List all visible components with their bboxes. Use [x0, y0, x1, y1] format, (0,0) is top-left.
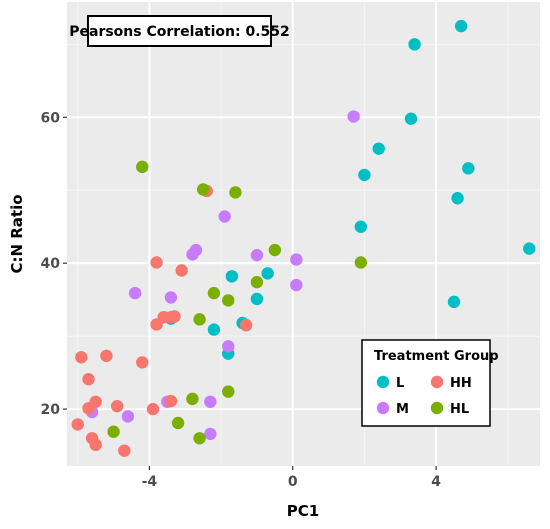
data-point-hl: [196, 183, 210, 196]
data-point-l: [372, 142, 385, 155]
data-point-m: [189, 243, 203, 257]
y-axis-title: C:N Ratio: [8, 194, 26, 273]
legend-key-l: [376, 375, 390, 389]
data-point-m: [290, 253, 303, 266]
data-point-hh: [164, 394, 178, 408]
data-point-hl: [222, 294, 235, 307]
data-point-hh: [150, 256, 163, 269]
data-point-hh: [71, 418, 84, 431]
data-point-hh: [146, 402, 160, 416]
data-point-hl: [229, 186, 242, 199]
x-tick-label: 0: [288, 474, 298, 490]
data-point-m: [250, 248, 264, 262]
data-point-hl: [354, 256, 368, 269]
legend-key-hl: [430, 401, 444, 415]
legend-label-l: L: [396, 376, 404, 391]
annotation-box: [87, 15, 272, 47]
data-point-hl: [107, 425, 120, 438]
data-point-hh: [136, 356, 149, 369]
data-point-hl: [193, 432, 206, 445]
x-tick-label: -4: [142, 474, 158, 490]
data-point-hl: [171, 416, 185, 430]
correlation-annotation: Pearsons Correlation: 0.552: [69, 15, 290, 47]
axis-ticks: -4 0 4 20 40 60: [41, 110, 442, 490]
data-point-hh: [110, 399, 124, 413]
data-point-hh: [89, 438, 102, 452]
data-point-l: [354, 220, 368, 233]
data-point-hl: [193, 313, 206, 326]
data-point-hh: [100, 349, 113, 363]
data-point-l: [207, 323, 221, 336]
data-point-hh: [75, 351, 88, 364]
data-point-l: [462, 162, 475, 175]
legend-label-hh: HH: [450, 376, 472, 391]
data-point-l: [447, 295, 461, 309]
legend-key-m: [376, 401, 390, 415]
data-point-m: [290, 278, 303, 292]
data-point-l: [261, 267, 274, 280]
data-point-l: [250, 292, 264, 306]
data-point-hh: [118, 444, 131, 457]
legend-title: Treatment Group: [374, 349, 499, 364]
data-point-l: [454, 19, 468, 33]
data-point-l: [451, 192, 464, 205]
legend-key-hh: [430, 375, 444, 389]
data-point-m: [164, 291, 178, 304]
data-point-l: [523, 242, 536, 255]
y-tick-label: 20: [41, 402, 61, 418]
data-point-hl: [250, 275, 264, 289]
data-point-hh: [239, 318, 253, 332]
legend: Treatment Group LM HH HL: [361, 339, 499, 427]
legend-label-m: M: [396, 402, 409, 417]
y-tick-label: 40: [41, 256, 61, 272]
data-point-m: [204, 427, 217, 441]
data-point-hh: [82, 372, 95, 386]
x-tick-label: 4: [431, 474, 441, 490]
data-point-l: [358, 168, 371, 182]
data-point-hh: [175, 264, 188, 277]
data-point-m: [128, 286, 142, 300]
data-point-hl: [222, 385, 235, 398]
data-point-hh: [150, 318, 163, 331]
data-point-hl: [186, 392, 199, 406]
data-point-hl: [268, 243, 282, 257]
data-point-m: [218, 210, 231, 223]
data-point-hh: [82, 402, 95, 415]
data-point-hl: [207, 286, 221, 300]
data-point-l: [404, 112, 418, 125]
annotation-text: Pearsons Correlation: 0.552: [69, 24, 290, 40]
data-point-hl: [136, 160, 149, 174]
x-axis-title: PC1: [287, 502, 319, 520]
data-point-l: [408, 38, 421, 51]
data-point-m: [347, 110, 360, 123]
data-point-m: [204, 395, 217, 408]
data-point-l: [225, 270, 239, 283]
legend-label-hl: HL: [450, 402, 469, 417]
data-point-m: [222, 340, 235, 353]
data-point-hh: [168, 310, 181, 323]
y-tick-label: 60: [41, 110, 61, 126]
data-point-m: [121, 410, 135, 423]
data-points: [71, 19, 536, 457]
